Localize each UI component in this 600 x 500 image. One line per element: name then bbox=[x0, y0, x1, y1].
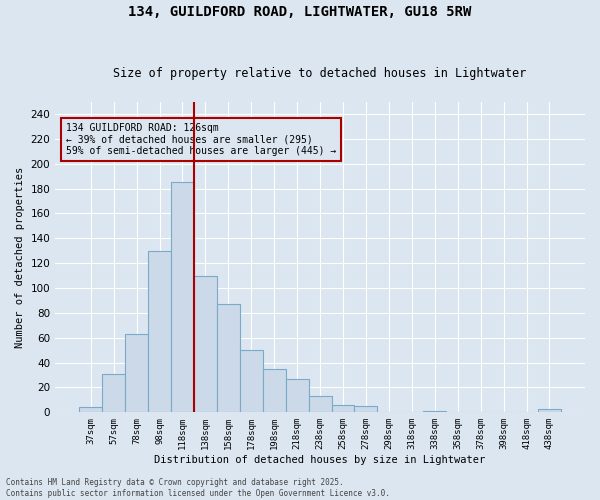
Text: 134 GUILDFORD ROAD: 126sqm
← 39% of detached houses are smaller (295)
59% of sem: 134 GUILDFORD ROAD: 126sqm ← 39% of deta… bbox=[66, 124, 336, 156]
Bar bbox=[102, 374, 125, 412]
Bar bbox=[171, 182, 194, 412]
Bar bbox=[423, 411, 446, 412]
Bar bbox=[263, 369, 286, 412]
Bar bbox=[308, 396, 332, 412]
Bar bbox=[355, 406, 377, 412]
Bar bbox=[125, 334, 148, 412]
Bar bbox=[240, 350, 263, 412]
Text: Contains HM Land Registry data © Crown copyright and database right 2025.
Contai: Contains HM Land Registry data © Crown c… bbox=[6, 478, 390, 498]
Bar bbox=[148, 250, 171, 412]
X-axis label: Distribution of detached houses by size in Lightwater: Distribution of detached houses by size … bbox=[154, 455, 486, 465]
Text: 134, GUILDFORD ROAD, LIGHTWATER, GU18 5RW: 134, GUILDFORD ROAD, LIGHTWATER, GU18 5R… bbox=[128, 5, 472, 19]
Bar bbox=[538, 408, 561, 412]
Bar bbox=[286, 379, 308, 412]
Bar bbox=[194, 276, 217, 412]
Y-axis label: Number of detached properties: Number of detached properties bbox=[15, 166, 25, 348]
Title: Size of property relative to detached houses in Lightwater: Size of property relative to detached ho… bbox=[113, 66, 527, 80]
Bar bbox=[332, 405, 355, 412]
Bar bbox=[217, 304, 240, 412]
Bar bbox=[79, 408, 102, 412]
